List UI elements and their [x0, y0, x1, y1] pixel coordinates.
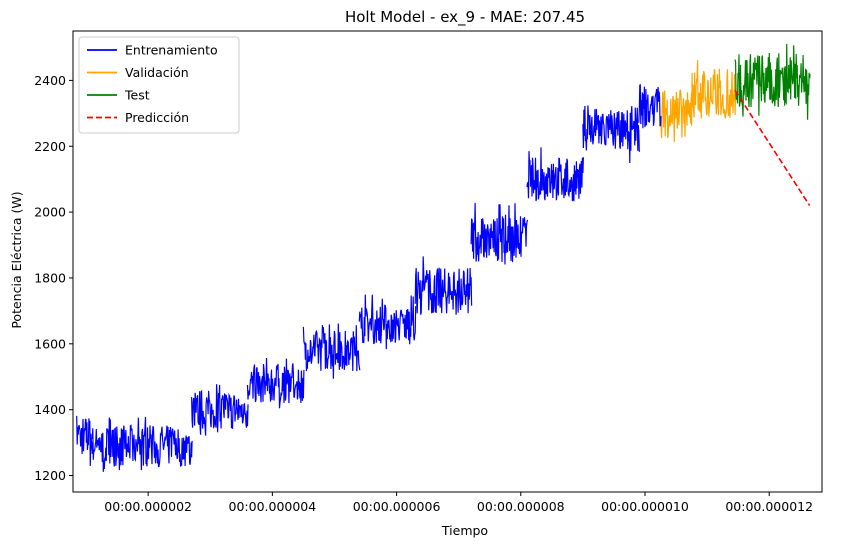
plot-frame [72, 30, 823, 493]
entrenamiento-series-segment [526, 147, 584, 202]
x-tick-label: 00:00.000006 [353, 499, 441, 514]
y-axis-label: Potencia Eléctrica (W) [9, 191, 24, 328]
validacion-series-segment [691, 60, 737, 126]
test-series-segment [734, 43, 811, 120]
legend-label: Validación [125, 65, 189, 80]
y-tick-label: 1600 [34, 336, 66, 351]
entrenamiento-series-segment [91, 416, 193, 472]
chart-title: Holt Model - ex_9 - MAE: 207.45 [345, 8, 585, 27]
entrenamiento-series-segment [191, 384, 249, 436]
legend-box [78, 36, 240, 134]
validacion-series-segment [660, 89, 693, 143]
y-tick-label: 1200 [34, 468, 66, 483]
y-tick-label: 1800 [34, 270, 66, 285]
y-tick-label: 2400 [34, 73, 66, 88]
entrenamiento-series-segment [246, 357, 305, 409]
legend-label: Predicción [125, 110, 189, 125]
x-tick-label: 00:00.000002 [104, 499, 192, 514]
entrenamiento-series-segment [638, 84, 663, 130]
legend: Entrenamiento Validación Test Predicción [78, 36, 240, 134]
legend-label: Entrenamiento [125, 43, 218, 58]
x-tick-label: 00:00.000012 [725, 499, 813, 514]
y-tick-label: 2000 [34, 205, 66, 220]
entrenamiento-series-segment [582, 105, 640, 164]
entrenamiento-series-segment [414, 256, 473, 315]
entrenamiento-series-segment [302, 323, 361, 379]
x-tick-label: 00:00.000004 [229, 499, 317, 514]
entrenamiento-series-segment [470, 202, 529, 265]
entrenamiento-series-segment [76, 415, 94, 467]
x-tick-label: 00:00.000010 [601, 499, 689, 514]
y-tick-label: 2200 [34, 139, 66, 154]
y-tick-label: 1400 [34, 402, 66, 417]
entrenamiento-series-segment [358, 294, 417, 350]
legend-label: Test [124, 88, 150, 103]
plot-layer [76, 43, 811, 472]
x-tick-label: 00:00.000008 [477, 499, 565, 514]
prediccion-series-line [734, 89, 811, 206]
x-axis-ticks: 00:00.000002 00:00.000004 00:00.000006 00:0… [104, 492, 813, 514]
x-axis-label: Tiempo [441, 523, 488, 538]
y-axis-ticks: 1200 1400 1600 1800 2000 2200 2400 [34, 73, 73, 483]
